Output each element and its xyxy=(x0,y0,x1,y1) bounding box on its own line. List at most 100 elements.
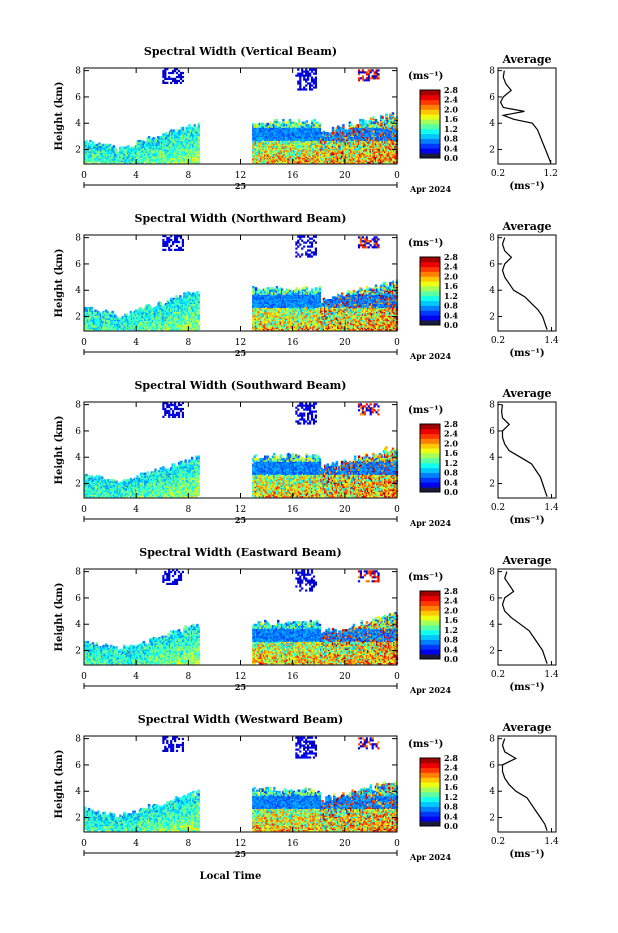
heatmap-cell xyxy=(306,120,308,122)
average-y-tick-label: 6 xyxy=(489,93,495,103)
heatmap-cell xyxy=(372,77,374,79)
heatmap-cell xyxy=(315,81,317,83)
heatmap-cell xyxy=(299,123,301,125)
heatmap-cell xyxy=(362,79,364,81)
heatmap-cell xyxy=(91,307,93,309)
x-tick-label: 16 xyxy=(287,171,299,181)
colorbar-band xyxy=(420,139,440,144)
heatmap-cell xyxy=(303,77,305,79)
heatmap-cell xyxy=(301,88,303,90)
heatmap-cell xyxy=(180,72,182,74)
heatmap-cell xyxy=(111,311,113,313)
heatmap-cell xyxy=(364,120,366,122)
heatmap-cell xyxy=(358,69,360,71)
heatmap-cell xyxy=(131,147,133,149)
heatmap-cell xyxy=(374,77,376,79)
heatmap-cell xyxy=(392,112,394,114)
heatmap-cell xyxy=(315,79,317,81)
heatmap-cell xyxy=(278,122,280,124)
heatmap-cell xyxy=(315,86,317,88)
colorbar-band xyxy=(420,124,440,129)
colorbar-tick-label: 0.4 xyxy=(444,143,458,153)
heatmap-cell xyxy=(319,123,321,125)
heatmap-cell xyxy=(313,82,315,84)
heatmap-cell xyxy=(126,314,128,316)
heatmap-cell xyxy=(372,116,374,118)
heatmap-cell xyxy=(164,78,166,80)
heatmap-cell xyxy=(180,76,182,78)
heatmap-cell xyxy=(366,79,368,81)
heatmap-cell xyxy=(359,119,361,121)
heatmap-cell xyxy=(301,73,303,75)
heatmap-cell xyxy=(162,70,164,72)
heatmap-cell xyxy=(290,122,292,124)
heatmap-cell xyxy=(342,124,344,126)
colorbar-band xyxy=(420,109,440,114)
heatmap-cell xyxy=(309,88,311,90)
heatmap-cell xyxy=(374,71,376,73)
heatmap-cell xyxy=(138,140,140,142)
heatmap-cell xyxy=(295,75,297,77)
heatmap-cell xyxy=(182,127,184,129)
heatmap-cell xyxy=(372,69,374,71)
colorbar-tick-label: 2.0 xyxy=(444,104,458,114)
heatmap-cell xyxy=(113,145,115,147)
colorbar-tick-label: 2.8 xyxy=(444,85,458,95)
heatmap-cell xyxy=(366,77,368,79)
colorbar-tick-label: 1.2 xyxy=(444,124,458,134)
heatmap-cell xyxy=(170,129,172,131)
heatmap-cell xyxy=(309,69,311,71)
heatmap-cell xyxy=(104,144,106,146)
heatmap-cell xyxy=(360,71,362,73)
heatmap-cell xyxy=(164,72,166,74)
heatmap-cell xyxy=(174,80,176,82)
heatmap-cell xyxy=(302,122,304,124)
heatmap-cell xyxy=(301,69,303,71)
heatmap-cell xyxy=(176,72,178,74)
heatmap-cell xyxy=(299,88,301,90)
heatmap-cell xyxy=(368,75,370,77)
heatmap-cell xyxy=(94,310,96,312)
heatmap-cell xyxy=(173,129,175,131)
heatmap-cell xyxy=(376,69,378,71)
y-tick-label: 4 xyxy=(75,119,81,129)
heatmap-cell xyxy=(364,71,366,73)
heatmap-cell xyxy=(130,311,132,313)
heatmap-cell xyxy=(307,73,309,75)
heatmap-cell xyxy=(188,124,190,126)
heatmap-cell xyxy=(309,82,311,84)
heatmap-cell xyxy=(303,86,305,88)
colorbar-unit: (ms⁻¹) xyxy=(408,71,443,82)
heatmap-cell xyxy=(162,80,164,82)
heatmap-cell xyxy=(305,75,307,77)
heatmap-cell xyxy=(174,78,176,80)
heatmap-cell xyxy=(358,73,360,75)
heatmap-cell xyxy=(166,78,168,80)
heatmap-cell xyxy=(180,74,182,76)
heatmap-cell xyxy=(381,116,383,118)
chart-title: Spectral Width (Vertical Beam) xyxy=(144,45,337,58)
date-label: Apr 2024 xyxy=(409,184,452,194)
heatmap-cell xyxy=(377,77,379,79)
heatmap-cell xyxy=(299,73,301,75)
heatmap-cell xyxy=(301,75,303,77)
heatmap-cell xyxy=(297,82,299,84)
heatmap-cell xyxy=(358,77,360,79)
heatmap-cell xyxy=(311,120,313,122)
heatmap-cell xyxy=(376,77,378,79)
heatmap-cell xyxy=(307,124,309,126)
heatmap-cell xyxy=(309,86,311,88)
panel-2: Spectral Width (Northward Beam)Height (k… xyxy=(54,212,559,361)
heatmap-cell xyxy=(299,81,301,83)
heatmap-cells xyxy=(84,68,398,163)
heatmap-cell xyxy=(307,71,309,73)
heatmap-cells xyxy=(84,235,398,330)
heatmap-cell xyxy=(309,84,311,86)
heatmap-cell xyxy=(368,79,370,81)
heatmap-cell xyxy=(305,79,307,81)
y-axis-label: Height (km) xyxy=(54,82,65,151)
heatmap-cell xyxy=(377,75,379,77)
heatmap-cell xyxy=(374,75,376,77)
